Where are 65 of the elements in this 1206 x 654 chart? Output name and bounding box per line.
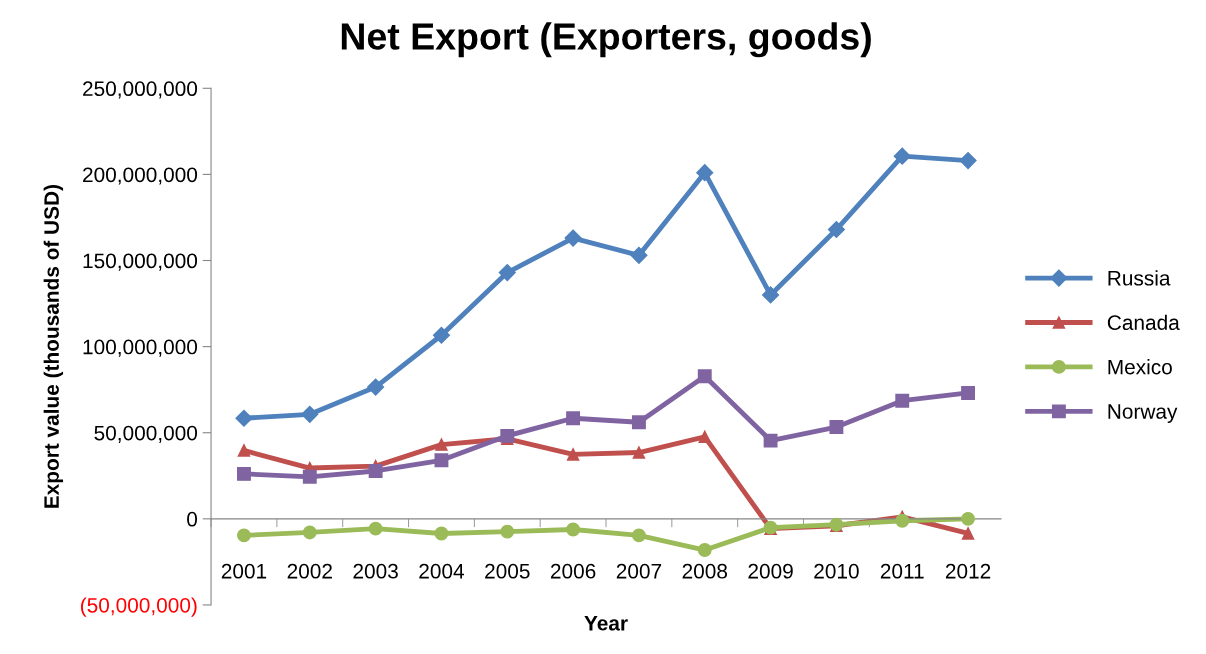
y-tick-label: 100,000,000	[83, 339, 198, 357]
y-tick-label: 200,000,000	[83, 167, 198, 185]
legend-label: Canada	[1107, 314, 1180, 330]
point	[895, 393, 910, 408]
x-tick-label: 2005	[485, 563, 530, 579]
point	[632, 446, 646, 459]
point	[434, 453, 449, 468]
point	[500, 524, 515, 539]
legend-label: Norway	[1108, 404, 1178, 423]
point	[302, 469, 317, 484]
point	[630, 246, 648, 264]
point	[432, 326, 450, 344]
y-tick-label: 0	[187, 511, 198, 527]
chart-title: Net Export (Exporters, goods)	[341, 22, 871, 58]
x-tick-label: 2010	[814, 563, 859, 579]
point	[566, 411, 581, 426]
x-tick-label: 2006	[550, 563, 596, 579]
point	[302, 525, 317, 540]
x-tick-label: 2002	[287, 563, 332, 579]
x-tick-label: 2012	[945, 563, 991, 579]
y-tick-label: (50,000,000)	[81, 597, 197, 617]
point	[564, 229, 582, 247]
point	[961, 527, 975, 540]
point	[566, 522, 581, 537]
point	[498, 264, 516, 282]
point	[697, 369, 712, 384]
point	[959, 152, 977, 170]
point	[827, 220, 845, 239]
point	[435, 438, 448, 451]
point	[631, 415, 646, 430]
point	[698, 430, 712, 444]
point	[566, 448, 580, 461]
point	[961, 511, 976, 526]
legend-label: Mexico	[1108, 359, 1172, 375]
point	[237, 466, 251, 481]
y-tick-label: 150,000,000	[83, 253, 198, 271]
y-axis-title: Export value (thousands of USD)	[43, 185, 64, 508]
point	[829, 420, 844, 434]
point	[301, 405, 319, 423]
x-tick-label: 2004	[419, 563, 465, 579]
point	[237, 444, 251, 457]
x-tick-label: 2011	[880, 563, 924, 579]
x-tick-label: 2009	[748, 563, 793, 579]
x-tick-label: 2007	[616, 563, 662, 579]
point	[367, 378, 385, 396]
x-tick-label: 2008	[682, 563, 728, 579]
point	[368, 464, 383, 478]
legend-label: Russia	[1108, 270, 1171, 286]
y-tick-label: 50,000,000	[94, 425, 198, 443]
point	[368, 521, 383, 536]
point	[893, 147, 911, 165]
point	[696, 164, 714, 182]
point	[237, 528, 251, 543]
point	[434, 526, 449, 541]
point	[762, 286, 780, 304]
x-tick-label: 2003	[353, 563, 398, 579]
point	[235, 409, 253, 427]
x-tick-label: 2001	[221, 563, 267, 579]
x-axis-title: Year	[584, 616, 628, 631]
point	[763, 433, 778, 448]
point	[631, 528, 646, 543]
point	[961, 386, 976, 400]
y-tick-label: 250,000,000	[83, 81, 198, 99]
point	[895, 513, 910, 528]
point	[697, 543, 712, 557]
